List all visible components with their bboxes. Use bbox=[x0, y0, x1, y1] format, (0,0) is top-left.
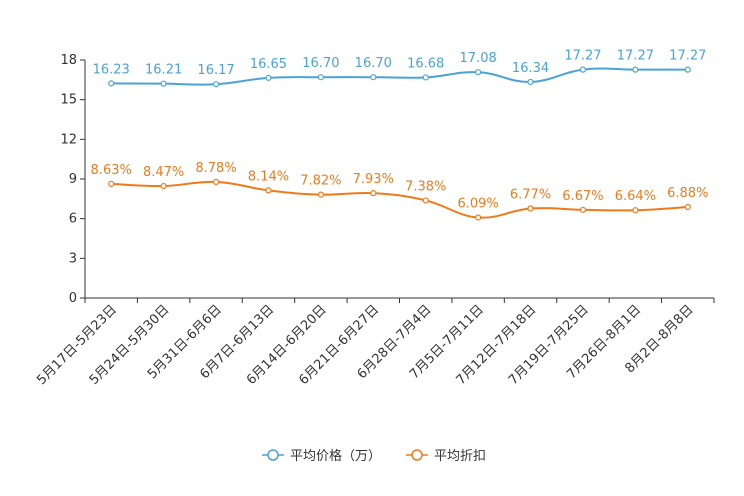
legend-marker-icon bbox=[411, 449, 423, 461]
legend-label: 平均价格（万） bbox=[290, 448, 381, 464]
data-label: 8.47% bbox=[143, 165, 184, 180]
data-point[interactable] bbox=[370, 190, 377, 197]
data-point[interactable] bbox=[160, 182, 167, 190]
y-tick-label: 18 bbox=[60, 53, 77, 68]
data-label: 8.14% bbox=[248, 169, 289, 184]
x-axis: 5月17日-5月23日5月24日-5月30日5月31日-6月6日6月7日-6月1… bbox=[34, 297, 715, 388]
data-label: 16.68 bbox=[407, 56, 444, 71]
data-point[interactable] bbox=[475, 214, 482, 221]
data-point[interactable] bbox=[684, 203, 691, 211]
data-point[interactable] bbox=[212, 178, 220, 186]
legend[interactable]: 平均价格（万） 平均折扣 bbox=[262, 448, 486, 464]
series-line bbox=[111, 180, 688, 219]
y-tick-label: 9 bbox=[69, 172, 77, 187]
data-point[interactable] bbox=[317, 74, 324, 81]
data-label: 16.65 bbox=[250, 57, 287, 72]
data-point[interactable] bbox=[317, 191, 324, 198]
data-label: 17.27 bbox=[564, 49, 601, 64]
data-point[interactable] bbox=[108, 80, 115, 87]
legend-label: 平均折扣 bbox=[434, 449, 486, 464]
data-label: 6.77% bbox=[510, 187, 551, 202]
data-label: 16.34 bbox=[512, 61, 549, 76]
data-point[interactable] bbox=[579, 66, 587, 73]
data-label: 8.78% bbox=[195, 161, 236, 176]
y-axis: 0 3 6 9 12 15 18 bbox=[60, 53, 86, 306]
data-point[interactable] bbox=[160, 80, 167, 87]
series-line bbox=[111, 67, 688, 86]
data-label: 16.70 bbox=[302, 56, 339, 71]
data-label: 6.88% bbox=[667, 186, 708, 201]
data-point[interactable] bbox=[684, 66, 691, 73]
data-point[interactable] bbox=[422, 197, 429, 204]
data-label: 16.17 bbox=[197, 63, 234, 78]
data-point[interactable] bbox=[370, 74, 377, 81]
data-label: 7.82% bbox=[300, 174, 341, 189]
y-tick-label: 3 bbox=[69, 251, 77, 266]
y-tick-label: 6 bbox=[69, 212, 77, 227]
legend-item-0[interactable]: 平均价格（万） bbox=[262, 448, 381, 464]
data-label: 17.27 bbox=[617, 49, 654, 64]
series-layer: 16.23 16.21 16.17 16.65 16.70 16.70 16.68 17.08… bbox=[91, 49, 708, 221]
data-point[interactable] bbox=[632, 207, 639, 214]
data-point[interactable] bbox=[422, 74, 429, 81]
data-label: 16.23 bbox=[93, 62, 130, 77]
data-point[interactable] bbox=[108, 180, 115, 187]
y-tick-label: 0 bbox=[69, 291, 77, 306]
series-0: 16.23 16.21 16.17 16.65 16.70 16.70 16.68 17.08… bbox=[93, 49, 706, 88]
y-tick-label: 15 bbox=[60, 93, 77, 108]
data-point[interactable] bbox=[632, 66, 639, 73]
data-label: 16.21 bbox=[145, 63, 182, 78]
data-label: 8.63% bbox=[91, 163, 132, 178]
data-label: 6.09% bbox=[457, 196, 498, 211]
data-label: 7.93% bbox=[353, 172, 394, 187]
data-point[interactable] bbox=[265, 187, 272, 194]
data-label: 6.67% bbox=[562, 189, 603, 204]
data-point[interactable] bbox=[475, 69, 482, 76]
data-point[interactable] bbox=[579, 206, 587, 213]
legend-marker-icon bbox=[267, 449, 279, 461]
data-label: 17.27 bbox=[669, 49, 706, 64]
data-label: 17.08 bbox=[460, 51, 497, 66]
data-point[interactable] bbox=[527, 205, 534, 212]
data-point[interactable] bbox=[212, 81, 220, 88]
data-label: 16.70 bbox=[355, 56, 392, 71]
series-1: 8.63% 8.47% 8.78% 8.14% 7.82% 7.93% 7.38% 6.09%… bbox=[91, 161, 708, 221]
data-label: 7.38% bbox=[405, 179, 446, 194]
data-point[interactable] bbox=[265, 74, 272, 81]
data-label: 6.64% bbox=[615, 189, 656, 204]
legend-item-1[interactable]: 平均折扣 bbox=[406, 449, 486, 464]
data-point[interactable] bbox=[527, 78, 534, 86]
y-tick-label: 12 bbox=[60, 132, 77, 147]
